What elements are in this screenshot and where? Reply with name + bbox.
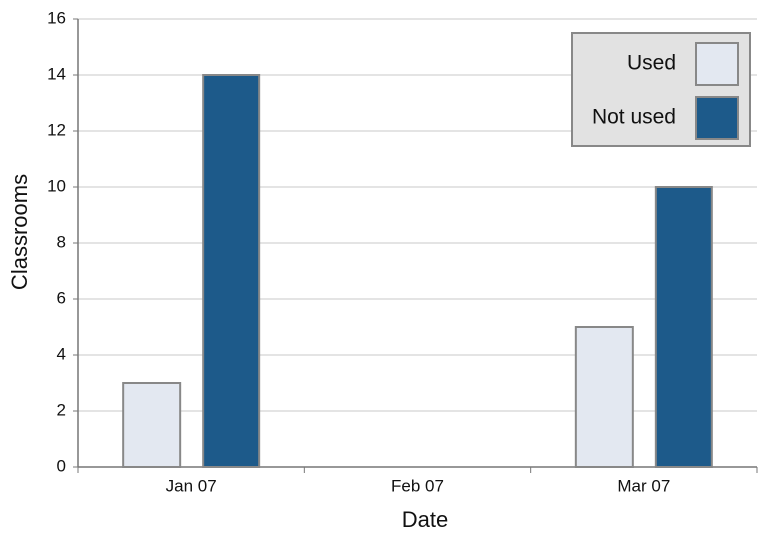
x-tick-label: Feb 07	[391, 476, 444, 495]
y-tick-label: 0	[57, 456, 66, 475]
y-tick-label: 2	[57, 400, 66, 419]
y-tick-label: 16	[47, 8, 66, 27]
bar	[122, 382, 182, 468]
x-tick-label: Mar 07	[617, 476, 670, 495]
y-tick-label: 4	[57, 344, 66, 363]
y-tick-label: 12	[47, 120, 66, 139]
x-axis-label: Date	[402, 507, 448, 532]
legend-label: Used	[627, 52, 676, 75]
x-tick-label: Jan 07	[166, 476, 217, 495]
y-tick-label: 14	[47, 64, 66, 83]
legend-label: Not used	[592, 106, 676, 129]
y-tick-label: 8	[57, 232, 66, 251]
y-axis-label: Classrooms	[7, 174, 32, 290]
bar	[654, 186, 713, 468]
y-tick-label: 10	[47, 176, 66, 195]
legend-swatch	[695, 42, 739, 86]
bar	[574, 326, 634, 468]
bar	[202, 74, 261, 468]
y-tick-label: 6	[57, 288, 66, 307]
legend-swatch	[695, 96, 739, 140]
